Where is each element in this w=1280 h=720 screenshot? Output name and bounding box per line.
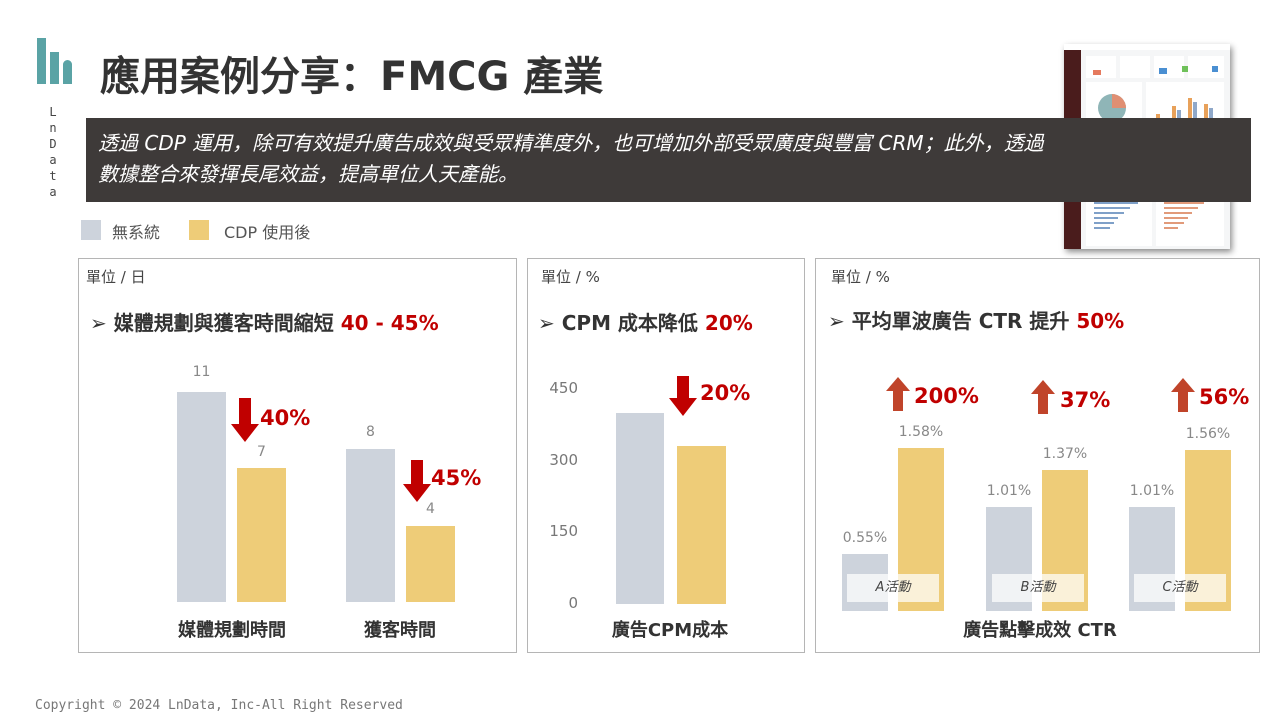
up-arrow-icon [1031, 380, 1055, 414]
summary-banner-text: 透過 CDP 運用，除可有效提升廣告成效與受眾精準度外，也可增加外部受眾廣度與豐… [98, 131, 1044, 186]
summary-banner [86, 118, 1251, 202]
page-title: 應用案例分享：FMCG 產業 [100, 54, 604, 100]
panel-2-title: ➢ CPM 成本降低 20% [538, 307, 753, 336]
campaign-tag: A活動 [847, 574, 939, 602]
category-label: 媒體規劃時間 [178, 620, 286, 641]
legend-label-after: CDP 使用後 [224, 223, 311, 242]
y-tick-label: 300 [549, 450, 578, 469]
change-label: 45% [431, 466, 482, 490]
panel-1-title-highlight: 40 - 45% [340, 311, 439, 335]
data-label: 1.56% [1185, 426, 1231, 443]
campaign-tag: B活動 [992, 574, 1084, 602]
data-label: 11 [192, 364, 211, 380]
y-tick-label: 150 [549, 522, 578, 541]
category-label: 獲客時間 [364, 620, 436, 641]
data-label: 7 [257, 444, 266, 461]
legend-swatch-before [81, 220, 101, 240]
lndata-logo [37, 38, 75, 84]
change-label: 40% [260, 406, 311, 430]
panel-1-title: ➢ 媒體規劃與獲客時間縮短 40 - 45% [90, 307, 439, 336]
data-label: 4 [426, 500, 435, 517]
down-arrow-icon [403, 460, 431, 502]
data-label: 1.58% [898, 424, 944, 440]
change-label: 20% [700, 381, 751, 405]
panel-1-unit: 單位 / 日 [86, 268, 146, 286]
bullet-arrow-icon: ➢ [538, 311, 555, 335]
change-label: 37% [1060, 388, 1111, 412]
bar-media-planning-after [237, 468, 286, 602]
down-arrow-icon [231, 398, 259, 442]
y-tick-label: 450 [549, 379, 578, 397]
data-label: 0.55% [842, 530, 888, 547]
panel-1-title-text: 媒體規劃與獲客時間縮短 [113, 311, 341, 335]
up-arrow-icon [1171, 378, 1195, 412]
data-label: 1.01% [986, 482, 1032, 499]
up-arrow-icon [886, 377, 910, 411]
down-arrow-icon [669, 376, 697, 416]
legend-label-before: 無系統 [112, 223, 161, 242]
copyright-text: Copyright © 2024 LnData, Inc-All Right R… [35, 698, 403, 713]
legend-swatch-after [189, 220, 209, 240]
x-axis-label: 廣告點擊成效 CTR [963, 620, 1117, 641]
panel-2-title-text: CPM 成本降低 [561, 311, 705, 335]
panel-3-title: ➢ 平均單波廣告 CTR 提升 50% [828, 305, 1124, 334]
campaign-tag: C活動 [1134, 574, 1226, 602]
bar-acquisition-after [406, 525, 455, 602]
data-label: 8 [366, 424, 375, 441]
bar-acquisition-before [346, 449, 395, 602]
bar-cpm-before [616, 412, 664, 604]
bullet-arrow-icon: ➢ [828, 309, 845, 333]
change-label: 200% [914, 384, 979, 408]
bullet-arrow-icon: ➢ [90, 311, 107, 335]
panel-3-unit: 單位 / % [831, 268, 890, 286]
panel-3-title-highlight: 50% [1076, 309, 1125, 333]
panel-cpm-cost [527, 258, 805, 653]
change-label: 56% [1199, 385, 1250, 409]
panel-2-title-highlight: 20% [704, 311, 753, 335]
data-label: 1.01% [1129, 482, 1175, 499]
panel-2-unit: 單位 / % [541, 268, 600, 286]
data-label: 1.37% [1042, 445, 1088, 462]
bar-media-planning-before [177, 392, 226, 602]
bar-cpm-after [677, 446, 726, 604]
category-label: 廣告CPM成本 [611, 620, 729, 641]
panel-3-title-text: 平均單波廣告 CTR 提升 [851, 309, 1077, 333]
y-tick-label: 0 [568, 594, 578, 612]
